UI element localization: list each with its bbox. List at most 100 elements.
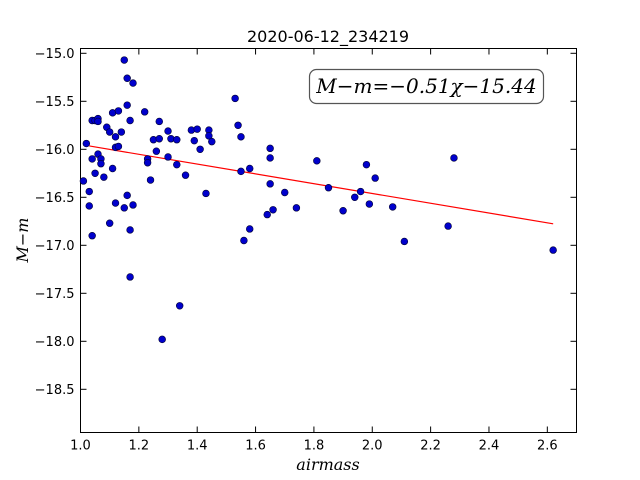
data-point — [173, 160, 181, 169]
data-point — [246, 225, 254, 233]
data-point — [181, 171, 190, 179]
data-point — [549, 246, 557, 254]
y-tick-label: −17.5 — [35, 287, 75, 302]
y-tick-label: −18.5 — [35, 383, 75, 398]
data-point — [91, 169, 99, 178]
y-tick-label: −15.0 — [35, 47, 75, 62]
data-point — [85, 187, 93, 196]
data-point — [94, 117, 102, 126]
data-point — [126, 116, 134, 125]
data-point — [164, 127, 172, 135]
data-point — [450, 154, 458, 162]
x-tick-label: 1.0 — [70, 439, 91, 454]
data-point — [105, 219, 114, 227]
data-point — [208, 137, 216, 146]
y-axis-label: M−m — [13, 218, 32, 264]
data-point — [129, 201, 137, 209]
data-point — [246, 164, 254, 173]
data-point — [269, 206, 277, 214]
data-point — [388, 203, 397, 211]
data-point — [205, 132, 213, 140]
data-point — [143, 159, 152, 167]
y-tick-label: −17.0 — [35, 239, 75, 254]
data-point — [146, 176, 155, 184]
data-point — [123, 191, 131, 200]
data-point — [196, 145, 204, 154]
data-point — [155, 117, 163, 126]
data-point — [108, 164, 117, 173]
fit-equation-frame — [308, 68, 545, 105]
plot-frame — [80, 48, 577, 433]
data-point — [351, 193, 359, 202]
x-tick-label: 2.6 — [537, 439, 558, 454]
y-axis-ticks: −15.0 −15.5 −16.0 −16.5 −17.0 −17.5 −18.0 −18.5 — [35, 47, 577, 398]
data-point — [193, 125, 201, 133]
data-point — [263, 210, 271, 219]
x-tick-label: 1.6 — [245, 439, 266, 454]
data-point — [266, 154, 274, 162]
data-point — [444, 222, 452, 230]
data-point — [400, 237, 409, 246]
data-point — [105, 128, 114, 136]
data-point — [117, 128, 126, 136]
x-tick-label: 1.4 — [187, 439, 208, 454]
data-point — [313, 157, 321, 165]
data-point — [123, 101, 131, 109]
data-point — [356, 187, 365, 196]
x-tick-label: 2.0 — [362, 439, 383, 454]
data-point — [82, 139, 91, 148]
x-tick-label: 1.2 — [129, 439, 150, 454]
data-point — [88, 232, 96, 240]
data-point — [79, 177, 88, 185]
fit-equation-box: M−m=−0.51χ−15.44 — [308, 68, 545, 105]
data-point — [292, 204, 301, 212]
x-tick-label: 2.2 — [420, 439, 441, 454]
data-point — [173, 136, 181, 144]
data-point — [371, 174, 379, 182]
y-tick-label: −15.5 — [35, 95, 75, 110]
data-point — [176, 302, 184, 310]
data-point — [164, 153, 172, 161]
data-point — [97, 160, 105, 168]
data-point — [111, 199, 120, 207]
data-point — [281, 188, 289, 197]
data-point — [88, 155, 96, 163]
data-point — [237, 167, 245, 176]
data-point — [339, 207, 347, 215]
data-point — [324, 184, 333, 192]
data-point — [240, 236, 248, 245]
data-point — [202, 189, 210, 198]
data-point — [100, 173, 108, 181]
data-point — [266, 144, 274, 153]
data-point — [266, 180, 274, 188]
points-layer — [79, 56, 557, 344]
data-point — [126, 226, 134, 234]
y-tick-label: −18.0 — [35, 335, 75, 350]
data-point — [237, 133, 245, 141]
data-point — [190, 136, 198, 145]
data-point — [126, 273, 134, 281]
x-tick-label: 1.8 — [304, 439, 325, 454]
data-point — [114, 107, 123, 115]
data-point — [129, 79, 137, 87]
data-point — [158, 335, 166, 344]
y-tick-label: −16.5 — [35, 191, 75, 206]
y-tick-label: −16.0 — [35, 143, 75, 158]
data-point — [362, 160, 371, 169]
data-point — [365, 200, 374, 208]
data-point — [114, 142, 123, 151]
x-axis-label: airmass — [296, 455, 359, 474]
data-point — [140, 108, 149, 116]
data-point — [231, 94, 239, 103]
x-tick-label: 2.4 — [479, 439, 500, 454]
x-axis-ticks: 1.0 1.2 1.4 1.6 1.8 2.0 2.2 2.4 2.6 — [70, 48, 558, 454]
data-point — [120, 204, 128, 212]
data-point — [120, 56, 128, 64]
data-point — [111, 133, 120, 141]
data-point — [85, 202, 93, 210]
data-point — [234, 121, 242, 130]
chart-title: 2020-06-12_234219 — [247, 27, 409, 47]
fit-equation: M−m=−0.51χ−15.44 — [315, 74, 536, 98]
data-point — [155, 135, 163, 143]
